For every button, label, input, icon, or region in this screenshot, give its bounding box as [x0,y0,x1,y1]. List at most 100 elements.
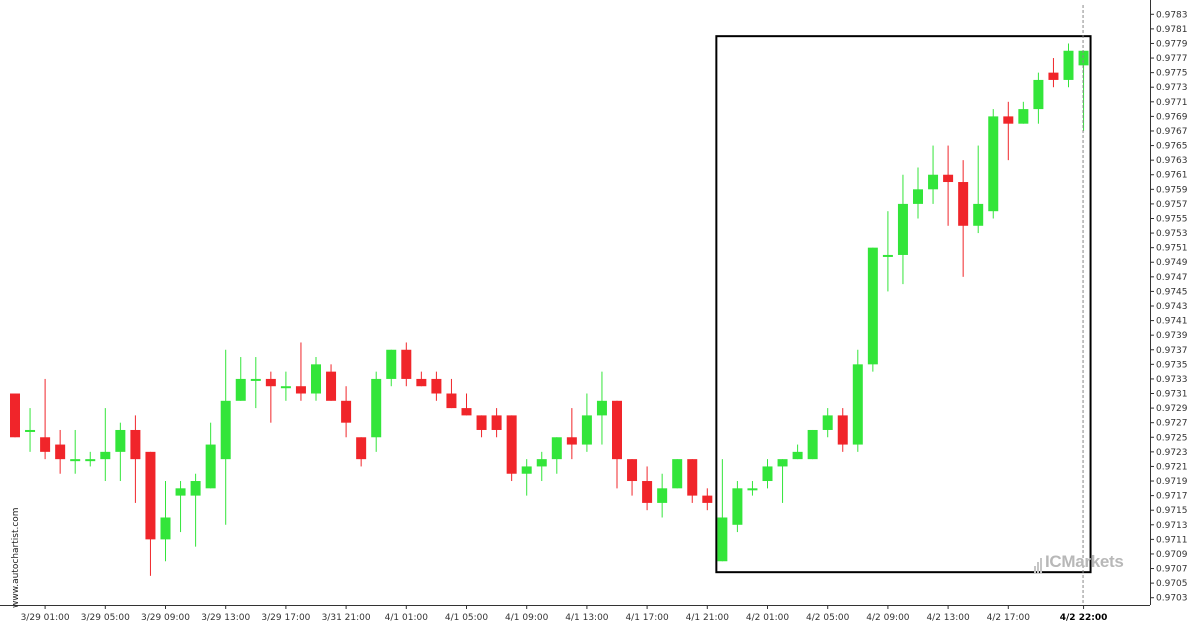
candle [566,408,577,460]
y-tick-label: 0.9755 [1156,214,1188,224]
candle [732,481,743,533]
y-tick-label: 0.9775 [1156,69,1188,79]
y-tick-label: 0.9753 [1156,229,1188,239]
candle [491,408,502,438]
candle [205,422,216,489]
candle-body-up [657,488,668,503]
y-tick-label: 0.9741 [1156,317,1188,327]
y-tick-label: 0.9721 [1156,462,1188,472]
candle [160,481,171,562]
y-tick-label: 0.9747 [1156,273,1188,283]
candle [551,437,562,474]
y-tick-label: 0.9743 [1156,302,1188,312]
candle-body-down [55,444,66,460]
candle-body-up [762,466,773,482]
candle [928,145,939,204]
candle [190,473,201,547]
candle-body-down [431,378,442,394]
candle-body-up [807,429,818,460]
candle-body-up [581,415,592,445]
x-tick-label: 3/29 01:00 [21,613,70,623]
candle-body-up [536,459,547,467]
candle [747,481,758,496]
candle [822,408,833,438]
y-tick-label: 0.9745 [1156,287,1188,297]
candle [702,488,713,511]
candle-body-down [265,378,276,387]
candle [988,109,999,219]
candle-body-up [521,466,532,474]
candle [506,415,517,482]
candle-body-down [356,437,367,460]
candle-body-down [627,459,638,482]
x-tick-label: 4/2 13:00 [926,613,970,623]
candle [40,378,51,460]
candle-body-down [687,459,698,496]
candle-body-down [476,415,487,430]
y-tick-label: 0.9723 [1156,448,1188,458]
candle [777,459,788,503]
y-tick-label: 0.9781 [1156,25,1188,35]
candle-body-up [85,459,96,462]
candle-body-up [175,488,186,496]
y-tick-label: 0.9733 [1156,375,1188,385]
candle [326,364,337,401]
candle-body-up [371,378,382,438]
y-tick-label: 0.9705 [1156,579,1188,589]
candle-body-up [717,517,728,562]
y-tick-label: 0.9763 [1156,156,1188,166]
candle-body-up [1078,50,1089,66]
candle [837,408,848,452]
y-tick-label: 0.9757 [1156,200,1188,210]
candle [341,386,352,438]
candle-body-up [70,459,81,462]
candle-body-up [928,174,939,190]
y-tick-label: 0.9717 [1156,492,1188,502]
y-tick-label: 0.9725 [1156,433,1188,443]
candle [130,415,141,503]
candle [792,444,803,460]
x-tick-label: 4/1 01:00 [385,613,429,623]
y-tick-label: 0.9749 [1156,258,1188,268]
candle-body-up [822,415,833,430]
candle-body-down [506,415,517,474]
candle [416,371,427,387]
candle [280,371,291,401]
candles-layer [10,43,1089,576]
brand-logo-text: ICMarkets [1045,552,1124,571]
x-tick-label: 3/31 21:00 [322,613,371,623]
candle-body-up [596,400,607,416]
candle-body-up [386,349,397,379]
y-tick-label: 0.9727 [1156,419,1188,429]
y-tick-label: 0.9715 [1156,506,1188,516]
candle-body-down [341,400,352,423]
candle [596,371,607,445]
candle [100,408,111,482]
candle-body-down [295,386,306,394]
candle-body-up [205,444,216,489]
y-tick-label: 0.9765 [1156,142,1188,152]
y-tick-label: 0.9713 [1156,521,1188,531]
x-tick-label: 4/1 13:00 [565,613,609,623]
candle [627,459,638,496]
candle [115,422,126,482]
candle [536,451,547,482]
candle-body-up [792,451,803,460]
candle-body-up [1063,50,1074,80]
candle-body-up [551,437,562,460]
candle-body-down [130,429,141,460]
y-tick-label: 0.9761 [1156,171,1188,181]
x-tick-label: 3/29 13:00 [201,613,250,623]
candle [852,349,863,452]
candle-body-down [40,437,51,452]
y-tick-label: 0.9779 [1156,39,1188,49]
candle-body-up [747,488,758,491]
candle [657,473,668,518]
candle-body-down [326,371,337,401]
candle-body-down [416,378,427,387]
candle-body-up [250,378,261,381]
candle [461,393,472,416]
candle-body-down [1003,116,1014,124]
candle-body-up [897,203,908,255]
candle [70,429,81,474]
